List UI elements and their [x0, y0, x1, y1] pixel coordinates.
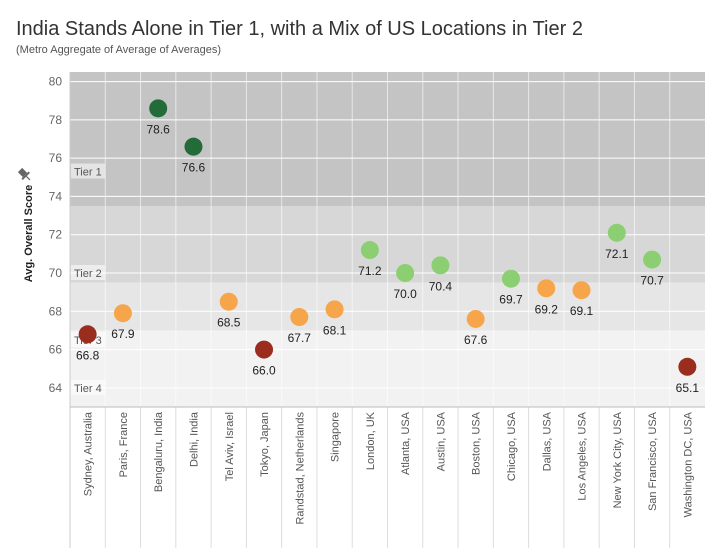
- data-label: 68.5: [217, 316, 241, 330]
- tier-label-bg: [71, 379, 105, 395]
- data-label: 67.9: [111, 327, 135, 341]
- data-label: 67.7: [288, 331, 312, 345]
- data-point: [149, 99, 168, 118]
- x-tick-label: New York City, USA: [612, 411, 624, 508]
- x-tick-label: Randstad, Netherlands: [294, 412, 306, 525]
- data-point: [113, 304, 132, 323]
- x-tick-label: Atlanta, USA: [400, 411, 412, 475]
- data-label: 70.4: [429, 279, 453, 293]
- x-tick-label: Delhi, India: [188, 411, 200, 467]
- x-tick-label: Paris, France: [118, 412, 130, 477]
- y-tick-label: 68: [49, 304, 63, 318]
- data-label: 67.6: [464, 333, 488, 347]
- data-point: [537, 279, 556, 298]
- data-point: [184, 137, 203, 156]
- x-tick-label: London, UK: [365, 411, 377, 470]
- data-label: 71.2: [358, 264, 382, 278]
- y-axis-label: Avg. Overall Score: [23, 185, 35, 282]
- data-label: 76.6: [182, 161, 206, 175]
- data-label: 70.0: [393, 287, 417, 301]
- x-tick-label: Tokyo, Japan: [259, 412, 271, 477]
- y-tick-label: 64: [49, 381, 63, 395]
- data-point: [325, 300, 344, 319]
- data-point: [501, 269, 520, 288]
- data-label: 72.1: [605, 247, 629, 261]
- data-point: [255, 340, 274, 359]
- data-point: [78, 325, 97, 344]
- data-label: 69.1: [570, 304, 594, 318]
- x-tick-label: Austin, USA: [435, 411, 447, 471]
- x-tick-label: Tel Aviv, Israel: [224, 412, 236, 481]
- x-tick-label: Washington DC, USA: [682, 411, 694, 517]
- x-tick-label: Sydney, Australia: [83, 411, 95, 496]
- y-tick-label: 74: [49, 189, 63, 203]
- chart-subtitle: (Metro Aggregate of Average of Averages): [16, 44, 222, 56]
- y-tick-label: 80: [49, 75, 63, 89]
- chart-title: India Stands Alone in Tier 1, with a Mix…: [16, 18, 583, 40]
- y-tick-label: 78: [49, 113, 63, 127]
- data-label: 66.0: [252, 364, 276, 378]
- data-label: 65.1: [676, 381, 700, 395]
- data-point: [643, 250, 662, 269]
- data-point: [290, 308, 309, 327]
- data-point: [607, 223, 626, 242]
- y-tick-label: 76: [49, 151, 63, 165]
- tier-label: Tier 4: [74, 383, 102, 395]
- data-point: [219, 292, 238, 311]
- data-point: [360, 241, 379, 260]
- x-tick-label: Bengaluru, India: [153, 411, 165, 492]
- y-tick-label: 66: [49, 343, 63, 357]
- x-tick-label: Singapore: [330, 412, 342, 462]
- data-label: 68.1: [323, 323, 347, 337]
- tier-label: Tier 2: [74, 268, 102, 280]
- data-label: 69.7: [499, 293, 523, 307]
- tier-label-bg: [71, 163, 105, 179]
- x-tick-label: Los Angeles, USA: [577, 411, 589, 500]
- tier-label: Tier 1: [74, 167, 102, 179]
- x-tick-label: San Francisco, USA: [647, 411, 659, 511]
- tier-label-bg: [71, 265, 105, 280]
- data-point: [396, 264, 415, 282]
- data-point: [466, 309, 485, 328]
- data-point: [572, 281, 591, 300]
- y-tick-label: 70: [49, 266, 63, 280]
- x-tick-label: Dallas, USA: [541, 411, 553, 471]
- x-tick-label: Boston, USA: [471, 411, 483, 475]
- data-point: [431, 256, 450, 275]
- pin-icon: [17, 167, 31, 181]
- x-tick-label: Chicago, USA: [506, 411, 518, 481]
- data-label: 78.6: [147, 122, 171, 136]
- data-label: 66.8: [76, 348, 100, 362]
- data-label: 70.7: [640, 274, 664, 288]
- y-tick-label: 72: [49, 228, 63, 242]
- data-point: [678, 357, 697, 376]
- data-label: 69.2: [535, 302, 559, 316]
